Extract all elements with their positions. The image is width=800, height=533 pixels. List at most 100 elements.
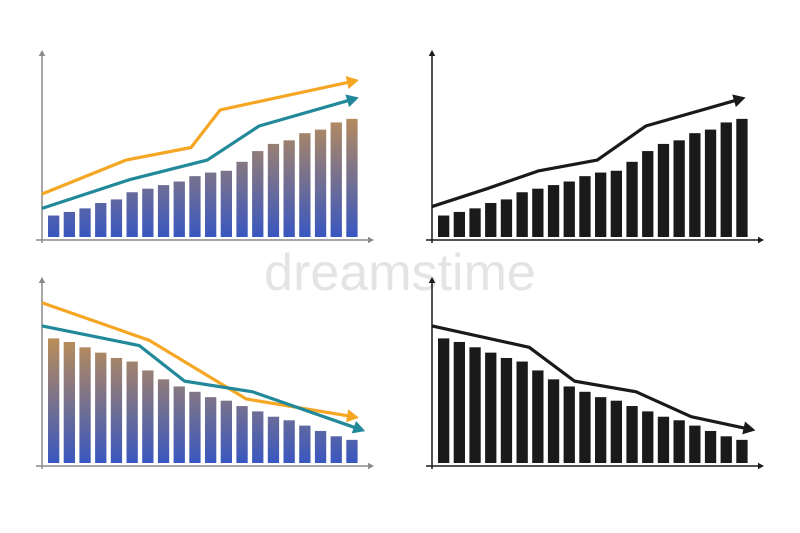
bar [595, 172, 607, 237]
bar [547, 379, 560, 463]
bar [314, 430, 327, 463]
bar [704, 129, 717, 237]
bar [79, 347, 91, 463]
bar [657, 416, 670, 463]
line-arrowhead [351, 420, 366, 434]
bar [252, 411, 264, 463]
axis-arrow [368, 236, 374, 244]
bar [453, 341, 466, 463]
bar [563, 386, 575, 463]
bar [283, 140, 295, 237]
bar [689, 133, 701, 237]
bar [673, 140, 685, 237]
bar [330, 436, 342, 463]
bar [346, 118, 358, 237]
trend-line [431, 324, 750, 431]
bar [267, 143, 280, 237]
bar [189, 176, 201, 237]
bar [48, 338, 60, 463]
trend-line [41, 79, 354, 196]
bar [173, 386, 185, 463]
bar [579, 176, 591, 237]
bar [157, 379, 170, 463]
bar [610, 400, 623, 463]
axis-arrow [428, 277, 436, 283]
watermark: dreamstime [264, 244, 536, 302]
bar [110, 199, 123, 237]
bar [330, 122, 342, 237]
bar [63, 341, 76, 463]
bar [736, 118, 748, 237]
bar [689, 425, 701, 463]
bar [173, 181, 185, 237]
bar [142, 188, 154, 237]
bar [657, 143, 670, 237]
axis-arrow [38, 50, 46, 56]
bar [142, 370, 154, 463]
bar [720, 436, 732, 463]
axis-arrow [428, 50, 436, 56]
trend-line [41, 97, 354, 210]
bar [642, 151, 654, 237]
line-arrowhead [346, 409, 359, 423]
bar [532, 188, 544, 237]
trend-line [41, 324, 361, 431]
bar [469, 208, 481, 237]
bar [532, 370, 544, 463]
bar [126, 361, 138, 463]
bar [189, 391, 201, 463]
bar [673, 420, 685, 463]
bar [110, 357, 123, 463]
bar [736, 439, 748, 463]
bar [438, 215, 450, 237]
bar [610, 170, 623, 237]
bar [704, 430, 717, 463]
bar [579, 391, 591, 463]
bar [220, 400, 233, 463]
bar [267, 416, 280, 463]
bar [500, 357, 513, 463]
line-arrowhead [742, 421, 756, 435]
line-arrowhead [732, 94, 746, 108]
bar [157, 185, 170, 237]
bar [48, 215, 60, 237]
bar [79, 208, 91, 237]
bar [642, 411, 654, 463]
bar [626, 161, 638, 237]
bar [438, 338, 450, 463]
bar [720, 122, 732, 237]
bar [236, 406, 248, 463]
bar [95, 352, 107, 463]
bar [252, 151, 264, 237]
bar [469, 347, 481, 463]
bar [453, 211, 466, 237]
bar [220, 170, 233, 237]
trend-line [431, 97, 741, 209]
bar [299, 425, 311, 463]
bar [563, 181, 575, 237]
bar [126, 192, 138, 237]
axis-arrow [368, 462, 374, 470]
bar [516, 361, 528, 463]
bar [485, 352, 497, 463]
bar [236, 161, 248, 237]
bar [95, 202, 107, 237]
bar [283, 420, 295, 463]
axis-arrow [38, 277, 46, 283]
bar [595, 397, 607, 463]
bar [500, 199, 513, 237]
bar [299, 133, 311, 237]
axis-arrow [758, 236, 764, 244]
bar [547, 185, 560, 237]
bar [63, 211, 76, 237]
bar [485, 202, 497, 237]
bar [626, 406, 638, 463]
axis-arrow [758, 462, 764, 470]
line-arrowhead [345, 94, 359, 108]
bar [314, 129, 327, 237]
bar [346, 439, 358, 463]
bar [205, 397, 217, 463]
bar [516, 192, 528, 237]
